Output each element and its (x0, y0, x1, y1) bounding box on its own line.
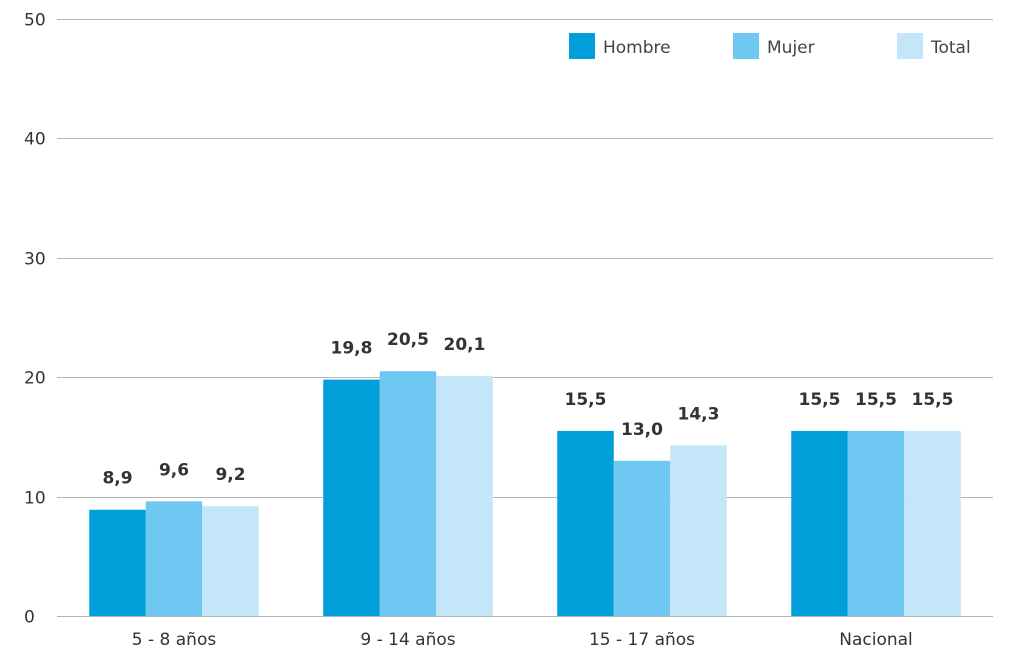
bar-hombre-3 (791, 430, 848, 616)
bars (89, 371, 961, 616)
y-tick-label: 10 (24, 489, 46, 509)
value-label: 15,5 (855, 390, 897, 410)
y-tick-label: 0 (24, 608, 35, 628)
bar-mujer-3 (847, 430, 905, 616)
x-category-label: 9 - 14 años (360, 630, 455, 650)
bar-hombre-1 (323, 379, 380, 616)
bar-total-1 (436, 376, 493, 616)
legend-label-total: Total (930, 38, 971, 58)
value-labels: 8,9 9,6 9,2 19,8 20,5 20,1 15,5 13,0 14,3 15,5 15,… (102, 330, 953, 489)
value-label: 8,9 (102, 469, 132, 489)
legend-swatch-hombre (569, 33, 595, 59)
bar-mujer-2 (613, 460, 671, 616)
bar-total-3 (904, 430, 961, 616)
value-label: 20,1 (444, 335, 486, 355)
legend-label-mujer: Mujer (767, 38, 815, 58)
value-label: 15,5 (565, 390, 607, 410)
legend-swatch-mujer (733, 33, 759, 59)
bar-total-0 (202, 506, 259, 616)
legend-label-hombre: Hombre (603, 38, 671, 58)
x-category-label: 5 - 8 años (132, 630, 217, 650)
x-category-label: 15 - 17 años (589, 630, 695, 650)
y-tick-label: 50 (24, 11, 46, 31)
value-label: 20,5 (387, 330, 429, 350)
grid-lines (57, 19, 993, 617)
value-label: 15,5 (912, 390, 954, 410)
x-category-label: Nacional (839, 630, 913, 650)
value-label: 9,2 (215, 465, 245, 485)
legend: Hombre Mujer Total (569, 33, 971, 59)
y-axis-ticks: 0 10 20 30 40 50 (24, 11, 46, 628)
y-tick-label: 20 (24, 369, 46, 389)
bar-hombre-2 (557, 430, 614, 616)
x-axis-categories: 5 - 8 años 9 - 14 años 15 - 17 años Naciona… (132, 630, 913, 650)
value-label: 9,6 (159, 460, 189, 480)
y-tick-label: 30 (24, 250, 46, 270)
bar-hombre-0 (89, 509, 146, 616)
bar-total-2 (670, 445, 727, 616)
value-label: 19,8 (331, 339, 373, 359)
bar-mujer-0 (145, 501, 203, 616)
value-label: 13,0 (621, 420, 663, 440)
value-label: 14,3 (678, 404, 720, 424)
y-tick-label: 40 (24, 130, 46, 150)
legend-swatch-total (897, 33, 923, 59)
value-label: 15,5 (799, 390, 841, 410)
bar-mujer-1 (379, 371, 437, 616)
